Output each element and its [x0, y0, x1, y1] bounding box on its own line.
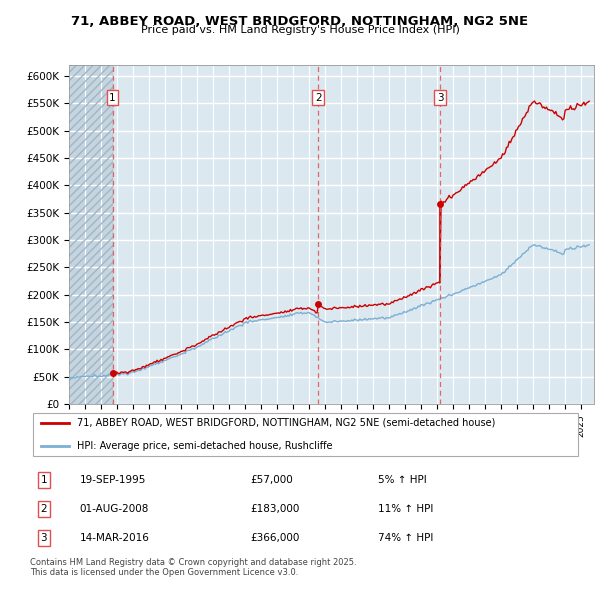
Text: £366,000: £366,000 — [251, 533, 300, 543]
Text: 19-SEP-1995: 19-SEP-1995 — [80, 475, 146, 485]
Text: 71, ABBEY ROAD, WEST BRIDGFORD, NOTTINGHAM, NG2 5NE (semi-detached house): 71, ABBEY ROAD, WEST BRIDGFORD, NOTTINGH… — [77, 418, 495, 428]
Text: 74% ↑ HPI: 74% ↑ HPI — [378, 533, 433, 543]
Text: 71, ABBEY ROAD, WEST BRIDGFORD, NOTTINGHAM, NG2 5NE: 71, ABBEY ROAD, WEST BRIDGFORD, NOTTINGH… — [71, 15, 529, 28]
Text: 3: 3 — [437, 93, 443, 103]
Text: 11% ↑ HPI: 11% ↑ HPI — [378, 504, 433, 514]
Text: HPI: Average price, semi-detached house, Rushcliffe: HPI: Average price, semi-detached house,… — [77, 441, 332, 451]
Bar — [69, 65, 113, 404]
Text: 5% ↑ HPI: 5% ↑ HPI — [378, 475, 427, 485]
Text: £57,000: £57,000 — [251, 475, 293, 485]
Text: 2: 2 — [40, 504, 47, 514]
FancyBboxPatch shape — [33, 412, 578, 456]
Text: 1: 1 — [40, 475, 47, 485]
Text: 2: 2 — [315, 93, 322, 103]
Bar — [69, 65, 113, 404]
Text: 3: 3 — [40, 533, 47, 543]
Text: Contains HM Land Registry data © Crown copyright and database right 2025.
This d: Contains HM Land Registry data © Crown c… — [30, 558, 356, 577]
Text: 01-AUG-2008: 01-AUG-2008 — [80, 504, 149, 514]
Text: £183,000: £183,000 — [251, 504, 300, 514]
Text: Price paid vs. HM Land Registry's House Price Index (HPI): Price paid vs. HM Land Registry's House … — [140, 25, 460, 35]
Text: 14-MAR-2016: 14-MAR-2016 — [80, 533, 149, 543]
Text: 1: 1 — [109, 93, 116, 103]
